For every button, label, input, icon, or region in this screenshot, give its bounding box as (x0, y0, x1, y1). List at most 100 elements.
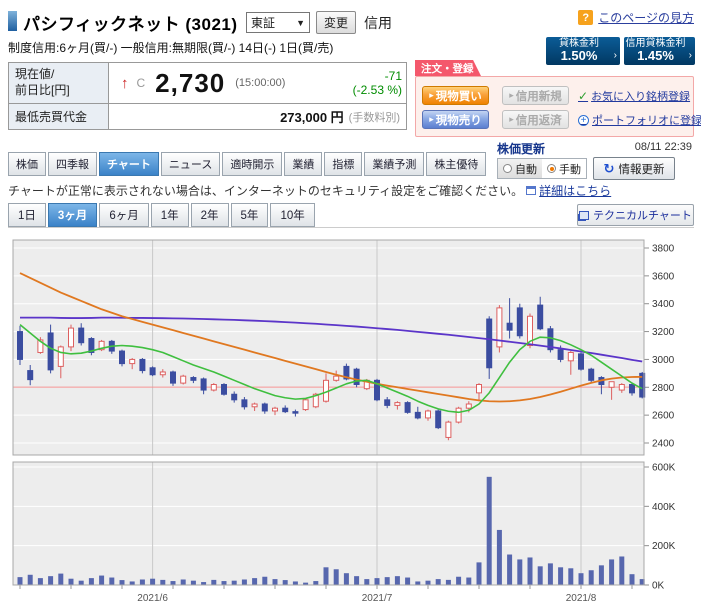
sell-cash-button[interactable]: ▸ 現物売り (422, 110, 489, 129)
svg-text:0K: 0K (652, 581, 665, 592)
svg-text:3800: 3800 (652, 244, 675, 255)
radio-icon (503, 164, 512, 173)
buy-cash-button[interactable]: ▸ 現物買い (422, 86, 489, 105)
margin-repay-button[interactable]: ▸ 信用返済 (502, 110, 569, 129)
triangle-icon: ▸ (509, 90, 514, 100)
rate-value: 1.45% (637, 48, 674, 64)
triangle-icon: ▸ (429, 90, 434, 100)
update-mode-radio-group: 自動 手動 (497, 158, 587, 179)
title-bullet-icon (8, 11, 17, 31)
refresh-button[interactable]: ↻ 情報更新 (593, 157, 675, 180)
tab-indicators[interactable]: 指標 (324, 152, 363, 176)
period-2year[interactable]: 2年 (190, 203, 229, 227)
stock-chart: 3800 3600 3400 3200 3000 2800 2600 2400 600K 400K… (12, 239, 676, 604)
period-5year[interactable]: 5年 (230, 203, 269, 227)
svg-text:2800: 2800 (652, 383, 675, 394)
svg-text:2021/8: 2021/8 (566, 593, 597, 604)
tab-shikiho[interactable]: 四季報 (48, 152, 97, 176)
svg-text:3400: 3400 (652, 299, 675, 310)
help-row: ? このページの見方 (578, 9, 694, 26)
refresh-icon: ↻ (603, 160, 615, 176)
tab-forecast[interactable]: 業績予測 (364, 152, 425, 176)
tab-chart[interactable]: チャート (99, 152, 159, 176)
tab-row: 株価 四季報 チャート ニュース 適時開示 業績 指標 業績予測 株主優待 (8, 152, 487, 176)
rate-label: 貸株金利 (559, 37, 599, 49)
min-cost-row: 最低売買代金 273,000 円 (手数料別) (9, 104, 406, 129)
svg-text:200K: 200K (652, 541, 676, 552)
window-icon (579, 210, 590, 220)
svg-text:400K: 400K (652, 502, 676, 513)
period-row: 1日 3ヶ月 6ヶ月 1年 2年 5年 10年 (8, 203, 315, 227)
fee-note: (手数料別) (348, 111, 400, 124)
notice-text: チャートが正常に表示されない場合は、インターネットのセキュリティ設定をご確認くだ… (8, 184, 524, 198)
min-cost-label: 最低売買代金 (9, 104, 109, 129)
credit-terms: 制度信用:6ヶ月(買/-) 一般信用:無期限(買/-) 14日(-) 1日(買/… (8, 41, 334, 55)
quote-table: 現在値/ 前日比[円] ↑ C 2,730 (15:00:00) -71 (-2… (8, 62, 407, 130)
tab-results[interactable]: 業績 (284, 152, 323, 176)
notice-detail-link[interactable]: 詳細はこちら (539, 184, 612, 198)
favorite-link[interactable]: ✓ お気に入り銘柄登録 (578, 89, 691, 103)
chevron-right-icon: › (688, 49, 692, 61)
chevron-right-icon: › (613, 49, 617, 61)
chevron-down-icon: ▼ (296, 17, 305, 28)
period-10year[interactable]: 10年 (270, 203, 315, 227)
current-price-row: 現在値/ 前日比[円] ↑ C 2,730 (15:00:00) -71 (-2… (9, 63, 406, 104)
plus-icon: + (578, 114, 589, 126)
rate-value: 1.50% (560, 48, 598, 64)
order-panel-title: 注文・登録 (415, 60, 481, 76)
current-price-value: ↑ C 2,730 (15:00:00) -71 (-2.53 %) (109, 63, 406, 103)
margin-lending-rate-button[interactable]: 信用貸株金利 1.45% › (624, 37, 695, 65)
price-time: (15:00:00) (235, 77, 286, 89)
tab-news[interactable]: ニュース (160, 152, 221, 176)
exchange-select-value: 東証 (251, 16, 276, 30)
tab-shareholder-benefit[interactable]: 株主優待 (426, 152, 487, 176)
svg-text:2021/6: 2021/6 (137, 593, 168, 604)
radio-auto[interactable]: 自動 (498, 159, 542, 178)
min-cost-value: 273,000 円 (280, 110, 344, 125)
help-link[interactable]: このページの見方 (598, 11, 694, 25)
change-percent: (-2.53 %) (352, 83, 402, 97)
min-cost-value-cell: 273,000 円 (手数料別) (109, 104, 406, 129)
svg-text:2600: 2600 (652, 411, 675, 422)
divider (8, 227, 694, 228)
period-3month[interactable]: 3ヶ月 (47, 203, 98, 227)
portfolio-link[interactable]: + ポートフォリオに登録 (578, 112, 701, 128)
exchange-select[interactable]: 東証 ▼ (246, 12, 310, 33)
period-6month[interactable]: 6ヶ月 (99, 203, 149, 227)
rate-label: 信用貸株金利 (625, 37, 686, 49)
price-update-label: 株価更新 (497, 142, 546, 156)
external-window-icon (526, 186, 537, 195)
change-block: -71 (-2.53 %) (353, 69, 402, 98)
triangle-icon: ▸ (429, 114, 434, 124)
period-1year[interactable]: 1年 (150, 203, 189, 227)
change-value: -71 (384, 68, 402, 83)
notice-row: チャートが正常に表示されない場合は、インターネットのセキュリティ設定をご確認くだ… (8, 182, 611, 199)
help-icon[interactable]: ? (578, 10, 594, 25)
margin-new-button[interactable]: ▸ 信用新規 (502, 86, 569, 105)
svg-text:600K: 600K (652, 463, 676, 474)
current-price-label: 現在値/ 前日比[円] (9, 63, 109, 103)
check-icon: ✓ (578, 89, 589, 103)
stock-lending-rate-button[interactable]: 貸株金利 1.50% › (546, 37, 620, 65)
svg-text:2400: 2400 (652, 439, 675, 450)
svg-text:3200: 3200 (652, 327, 675, 338)
update-timestamp: 08/11 22:39 (634, 141, 692, 153)
close-marker: C (136, 76, 146, 90)
svg-text:3000: 3000 (652, 355, 675, 366)
radio-manual[interactable]: 手動 (542, 159, 586, 178)
period-1day[interactable]: 1日 (8, 203, 46, 227)
triangle-icon: ▸ (509, 114, 514, 124)
tab-disclosure[interactable]: 適時開示 (222, 152, 283, 176)
svg-text:3600: 3600 (652, 271, 675, 282)
svg-text:2021/7: 2021/7 (362, 593, 393, 604)
technical-chart-button[interactable]: テクニカルチャート (577, 204, 694, 226)
change-button[interactable]: 変更 (316, 11, 356, 34)
page-title: パシフィックネット (3021) (23, 15, 238, 34)
credit-type-label: 信用 (364, 15, 392, 31)
up-arrow-icon: ↑ (121, 74, 129, 92)
tab-stock-price[interactable]: 株価 (8, 152, 46, 176)
current-price: 2,730 (155, 67, 226, 98)
radio-selected-icon (547, 164, 556, 173)
order-panel: ▸ 現物買い ▸ 信用新規 ▸ 現物売り ▸ 信用返済 ✓ お気に入り銘柄登録 + ポートフ… (415, 76, 701, 137)
